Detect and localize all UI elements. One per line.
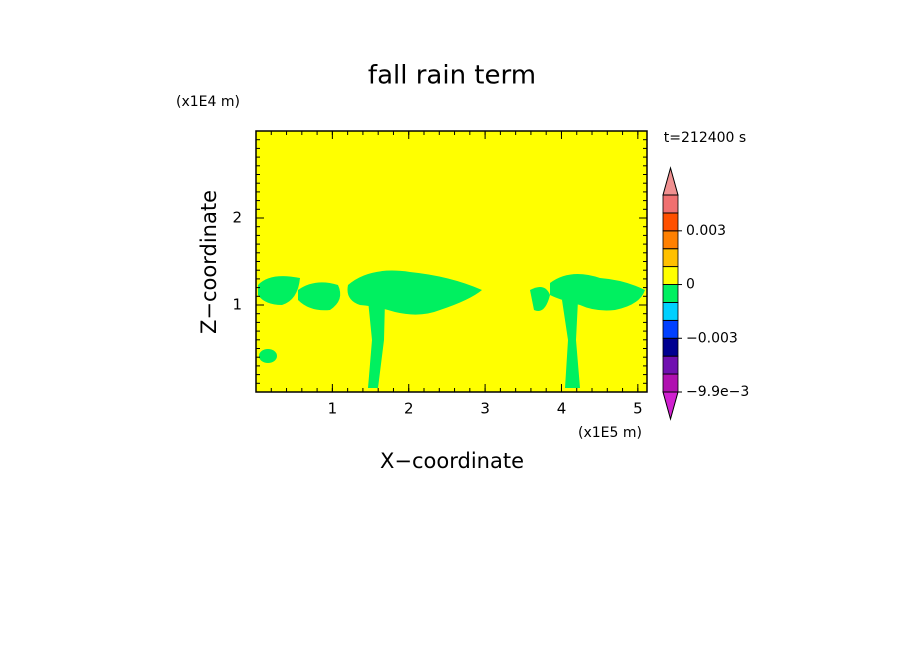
x-tick-label: 1 bbox=[328, 400, 338, 418]
colorbar-segment bbox=[662, 266, 679, 285]
contour-region bbox=[530, 286, 550, 311]
colorbar-segment bbox=[662, 284, 679, 303]
colorbar-segment bbox=[662, 355, 679, 375]
colorbar-segment bbox=[662, 373, 679, 393]
contour-region bbox=[298, 282, 341, 311]
x-tick-label: 5 bbox=[633, 400, 643, 418]
contour-region bbox=[562, 300, 580, 388]
colorbar-extend bbox=[662, 391, 679, 421]
colorbar-segment bbox=[662, 230, 679, 250]
colorbar-segment bbox=[662, 194, 679, 214]
contour-region bbox=[368, 300, 385, 388]
x-axis-label: X−coordinate bbox=[380, 449, 524, 473]
colorbar-tick-label: −9.9e−3 bbox=[686, 384, 749, 400]
colorbar-extend bbox=[662, 166, 679, 196]
x-tick-label: 3 bbox=[480, 400, 490, 418]
contour-region bbox=[259, 349, 277, 363]
x-tick-label: 4 bbox=[557, 400, 567, 418]
y-axis-label: Z−coordinate bbox=[197, 190, 221, 334]
y-tick-label: 1 bbox=[232, 296, 242, 314]
colorbar-tick-label: 0 bbox=[686, 277, 695, 293]
y-tick-label: 2 bbox=[232, 209, 242, 227]
contour-regions bbox=[258, 270, 645, 388]
colorbar-segment bbox=[662, 337, 679, 357]
contour-region bbox=[258, 276, 300, 305]
field-background bbox=[256, 131, 647, 392]
colorbar-segment bbox=[662, 212, 679, 232]
x-tick-label: 2 bbox=[404, 400, 414, 418]
time-label: t=212400 s bbox=[664, 130, 746, 146]
chart-title: fall rain term bbox=[368, 61, 536, 91]
colorbar-segment bbox=[662, 319, 679, 339]
colorbar-segment bbox=[662, 248, 679, 268]
y-unit: (x1E4 m) bbox=[176, 94, 240, 110]
colorbar-segment bbox=[662, 302, 679, 321]
colorbar-tick-label: −0.003 bbox=[686, 330, 738, 346]
colorbar-tick-label: 0.003 bbox=[686, 223, 726, 239]
x-unit: (x1E5 m) bbox=[578, 425, 642, 441]
